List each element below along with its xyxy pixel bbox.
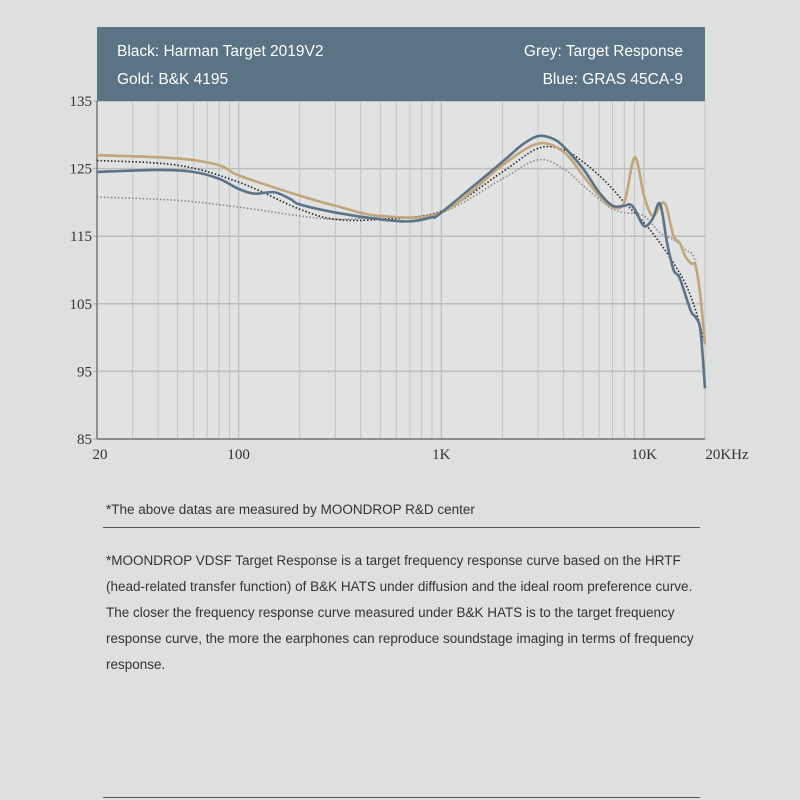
legend-blue: Blue: GRAS 45CA-9: [542, 71, 683, 88]
y-tick-label: 85: [77, 432, 92, 448]
series-line-harman-target-2019v2: [96, 145, 706, 345]
legend-gold: Gold: B&K 4195: [117, 71, 229, 88]
divider-bottom: [103, 797, 700, 798]
description-paragraph: *MOONDROP VDSF Target Response is a targ…: [106, 553, 694, 672]
divider: [103, 527, 700, 528]
x-tick-label: 10K: [631, 447, 657, 463]
legend-header: Black: Harman Target 2019V2 Grey: Target…: [97, 27, 705, 101]
y-tick-label: 105: [70, 297, 93, 313]
series-line-b-k-4195: [96, 141, 707, 345]
x-tick-label: 100: [227, 447, 250, 463]
plot-area: [97, 101, 705, 439]
measurement-note: *The above datas are measured by MOONDRO…: [106, 502, 475, 517]
x-tick-label: 20KHz: [705, 447, 749, 463]
legend-grey: Grey: Target Response: [523, 43, 683, 60]
x-tick-label: 1K: [432, 447, 451, 463]
y-tick-label: 125: [70, 162, 93, 178]
series-line-gras-45ca-9: [96, 134, 707, 389]
legend-black: Black: Harman Target 2019V2: [117, 43, 324, 60]
x-tick-label: 20: [93, 447, 108, 463]
y-tick-label: 95: [77, 364, 92, 380]
y-tick-label: 115: [70, 229, 92, 245]
y-tick-label: 135: [70, 94, 93, 110]
